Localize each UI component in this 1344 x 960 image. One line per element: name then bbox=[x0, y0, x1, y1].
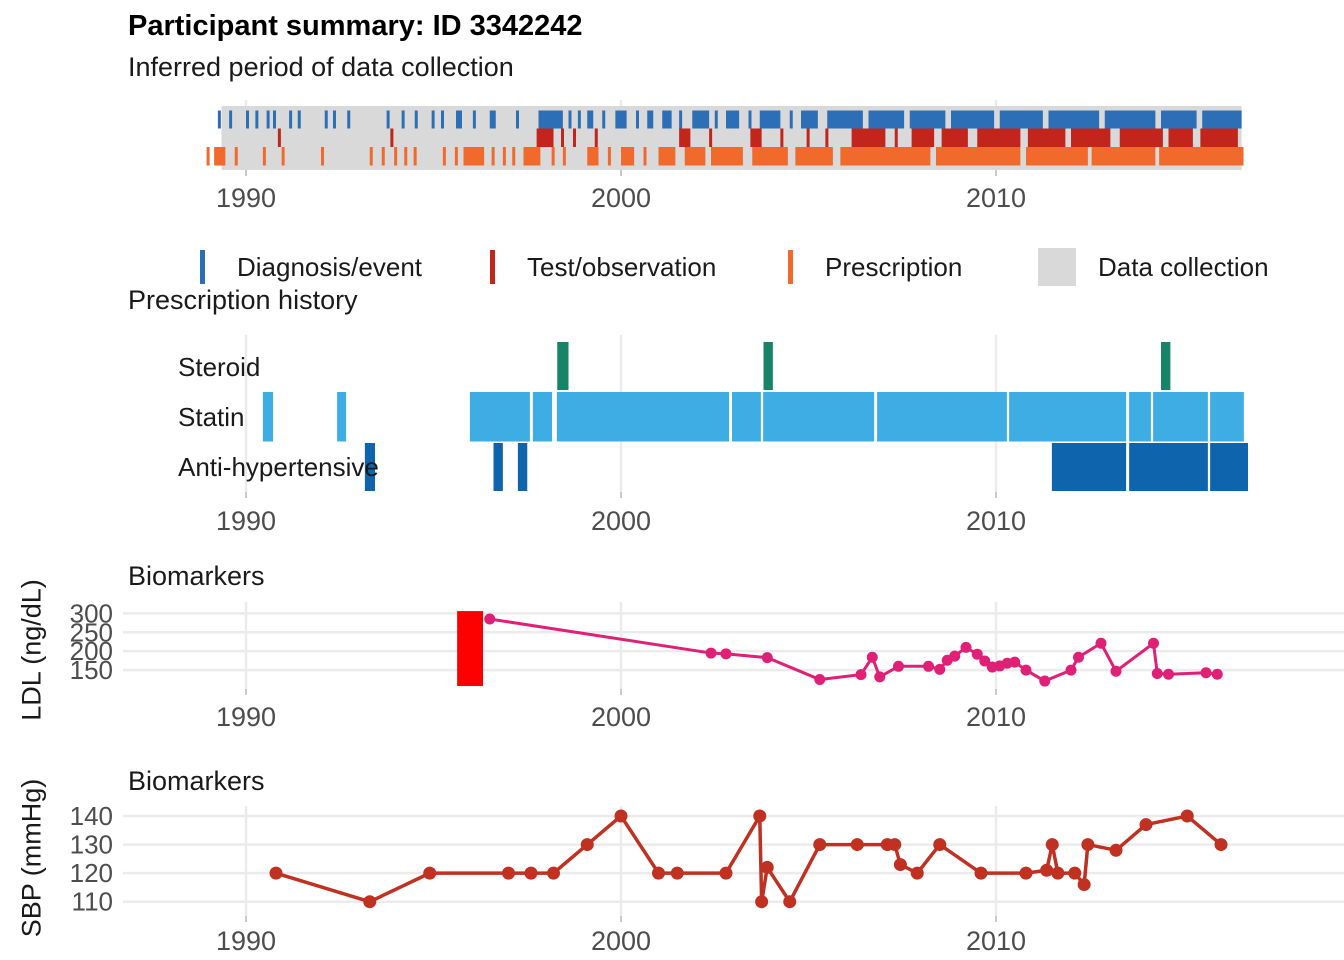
legend-item-diagnosis: Diagnosis/event bbox=[200, 247, 422, 287]
svg-text:2010: 2010 bbox=[966, 183, 1026, 213]
svg-text:250: 250 bbox=[70, 617, 113, 647]
svg-text:2000: 2000 bbox=[591, 506, 651, 536]
svg-text:2010: 2010 bbox=[966, 926, 1026, 956]
section-heading-biomarkers-ldl: Biomarkers bbox=[128, 561, 265, 591]
prescription-row-label-statin: Statin bbox=[178, 402, 245, 432]
svg-text:2000: 2000 bbox=[591, 702, 651, 732]
prescription-row-label-antihypertensive: Anti-hypertensive bbox=[178, 452, 379, 482]
legend-box-icon bbox=[1038, 248, 1076, 286]
svg-text:120: 120 bbox=[70, 858, 113, 888]
svg-text:200: 200 bbox=[70, 636, 113, 666]
svg-text:2000: 2000 bbox=[591, 183, 651, 213]
svg-text:140: 140 bbox=[70, 801, 113, 831]
svg-text:150: 150 bbox=[70, 655, 113, 685]
svg-text:1990: 1990 bbox=[216, 926, 276, 956]
svg-text:1990: 1990 bbox=[216, 506, 276, 536]
sbp-axis-title: SBP (mmHg) bbox=[16, 778, 47, 938]
ldl-axis-title: LDL (ng/dL) bbox=[16, 579, 47, 721]
svg-text:2010: 2010 bbox=[966, 506, 1026, 536]
legend-item-label: Diagnosis/event bbox=[237, 251, 422, 282]
svg-text:1990: 1990 bbox=[216, 702, 276, 732]
legend-item-label: Test/observation bbox=[527, 251, 717, 282]
svg-text:2010: 2010 bbox=[966, 702, 1026, 732]
svg-text:2000: 2000 bbox=[591, 926, 651, 956]
section-heading-prescription: Prescription history bbox=[128, 285, 358, 315]
legend-item-prescription: Prescription bbox=[788, 247, 962, 287]
svg-text:300: 300 bbox=[70, 598, 113, 628]
section-heading-collection: Inferred period of data collection bbox=[128, 52, 514, 82]
legend-tick-icon bbox=[490, 250, 495, 284]
svg-text:1990: 1990 bbox=[216, 183, 276, 213]
svg-text:110: 110 bbox=[72, 887, 113, 917]
legend-item-test: Test/observation bbox=[490, 247, 716, 287]
legend-item-label: Prescription bbox=[825, 251, 963, 282]
legend-tick-icon bbox=[788, 250, 793, 284]
legend-item-collection_bg: Data collection bbox=[1038, 247, 1269, 287]
svg-text:130: 130 bbox=[70, 830, 113, 860]
prescription-row-label-steroid: Steroid bbox=[178, 352, 261, 382]
page-title: Participant summary: ID 3342242 bbox=[128, 10, 583, 42]
legend-tick-icon bbox=[200, 250, 205, 284]
section-heading-biomarkers-sbp: Biomarkers bbox=[128, 766, 265, 796]
legend-item-label: Data collection bbox=[1098, 251, 1269, 282]
